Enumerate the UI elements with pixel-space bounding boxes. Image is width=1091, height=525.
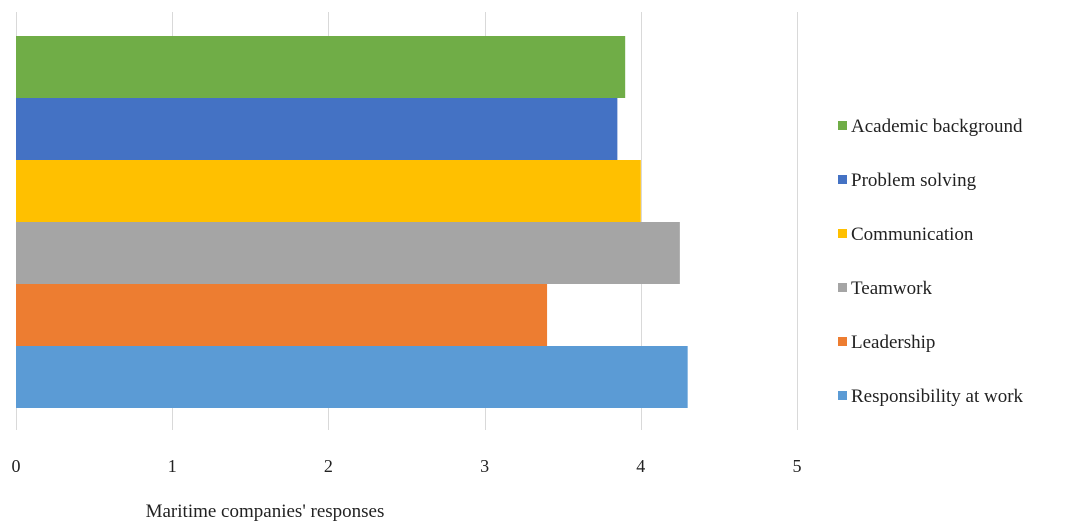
- x-tick-label: 1: [168, 456, 177, 476]
- legend-swatch: [838, 283, 847, 292]
- bar-teamwork: [16, 222, 680, 284]
- bar-leadership: [16, 284, 548, 346]
- bar-responsibility-at-work: [16, 346, 688, 408]
- legend-label: Problem solving: [851, 170, 977, 191]
- legend-label: Responsibility at work: [851, 386, 1024, 407]
- legend-item: Problem solving: [838, 170, 977, 191]
- legend: Academic background Problem solving Commun…: [838, 116, 1024, 407]
- bars: [16, 36, 688, 408]
- legend-label: Teamwork: [851, 278, 932, 299]
- legend-swatch: [838, 337, 847, 346]
- legend-item: Teamwork: [838, 278, 932, 299]
- legend-swatch: [838, 121, 847, 130]
- x-tick-label: 3: [480, 456, 489, 476]
- legend-item: Leadership: [838, 332, 935, 353]
- bar-communication: [16, 160, 641, 222]
- legend-swatch: [838, 175, 847, 184]
- x-axis-ticks: 0 1 2 3 4 5: [12, 456, 802, 476]
- legend-label: Communication: [851, 224, 974, 245]
- x-tick-label: 0: [12, 456, 21, 476]
- legend-label: Academic background: [851, 116, 1023, 137]
- legend-label: Leadership: [851, 332, 935, 353]
- x-tick-label: 2: [324, 456, 333, 476]
- legend-swatch: [838, 391, 847, 400]
- bar-academic-background: [16, 36, 626, 98]
- x-tick-label: 4: [636, 456, 645, 476]
- x-tick-label: 5: [793, 456, 802, 476]
- legend-item: Responsibility at work: [838, 386, 1024, 407]
- x-axis-title: Maritime companies' responses: [146, 501, 385, 522]
- bar-problem-solving: [16, 98, 618, 160]
- legend-swatch: [838, 229, 847, 238]
- legend-item: Academic background: [838, 116, 1023, 137]
- legend-item: Communication: [838, 224, 974, 245]
